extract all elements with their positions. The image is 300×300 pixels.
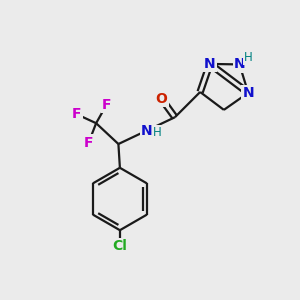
Text: O: O <box>156 92 167 106</box>
Text: H: H <box>244 51 252 64</box>
Text: N: N <box>242 86 254 100</box>
Text: F: F <box>84 136 93 149</box>
Text: N: N <box>141 124 152 138</box>
Text: H: H <box>153 126 161 139</box>
Text: F: F <box>102 98 111 112</box>
Text: F: F <box>72 107 82 121</box>
Text: N: N <box>234 57 245 71</box>
Text: Cl: Cl <box>112 239 127 253</box>
Text: N: N <box>204 57 216 71</box>
